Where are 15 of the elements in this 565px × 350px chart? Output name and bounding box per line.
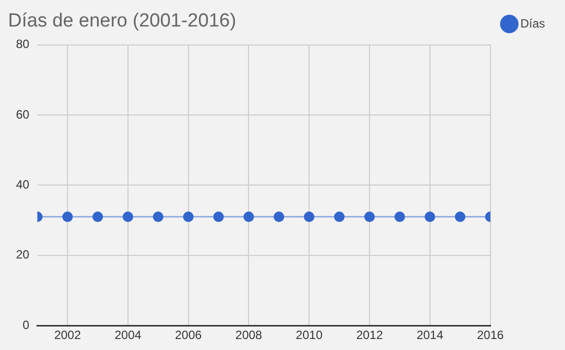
x-tick-label: 2002 [54, 328, 82, 342]
x-tick-label: 2004 [114, 328, 142, 342]
x-tick-label: 2010 [296, 328, 323, 342]
x-tick-label: 2008 [235, 328, 262, 342]
y-tick-label: 60 [16, 107, 30, 122]
y-tick-label: 80 [16, 37, 30, 52]
x-tick-label: 2014 [416, 328, 444, 342]
y-tick-label: 20 [16, 248, 30, 262]
x-tick-label: 2016 [476, 328, 504, 342]
y-tick-label: 0 [22, 318, 30, 332]
y-tick-label: 40 [16, 178, 30, 192]
x-tick-label: 2012 [356, 328, 384, 342]
chart-title: Días de enero (2001-2016) [8, 10, 236, 32]
x-tick-label: 2006 [174, 328, 202, 342]
legend-label: Días [520, 16, 546, 30]
